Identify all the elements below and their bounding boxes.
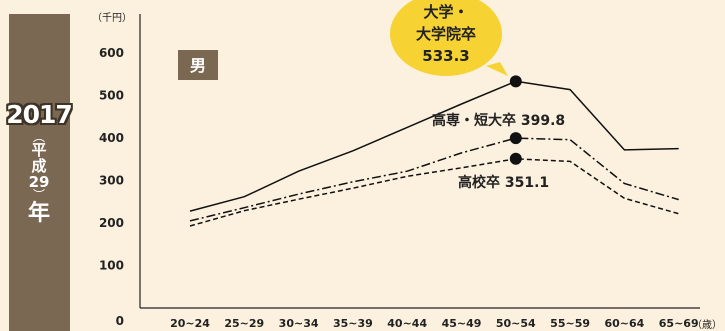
series-lines <box>189 80 679 227</box>
series-line-univ <box>189 80 679 212</box>
year-number: 2017 <box>6 100 73 129</box>
x-unit-label: （歳） <box>692 319 722 331</box>
era-label: ︵ 平 成 29 ︶ <box>28 130 50 202</box>
x-tick-label: 30~34 <box>279 317 319 330</box>
x-tick-label: 25~29 <box>224 317 264 330</box>
x-tick-label: 40~44 <box>387 317 427 330</box>
series-markers <box>509 75 522 165</box>
chart-axes <box>139 14 700 309</box>
x-tick-labels: 20~24 25~29 30~34 35~39 40~44 45~49 50~54 55~59… <box>170 317 699 330</box>
y-unit-label: （千円） <box>92 12 132 24</box>
junior-college-label: 高専・短大卒 399.8 <box>432 112 565 129</box>
univ-callout: 大学・ 大学院卒 533.3 <box>390 0 508 76</box>
x-tick-label: 45~49 <box>442 317 482 330</box>
y-tick-label: 500 <box>99 89 124 103</box>
year-sidebar <box>9 14 70 331</box>
marker-high <box>509 152 522 165</box>
callout-line1: 大学・ <box>423 3 468 21</box>
y-tick-label: 600 <box>99 46 124 60</box>
gender-badge-label: 男 <box>190 56 206 75</box>
high-school-label: 高校卒 351.1 <box>458 174 549 191</box>
series-line-junior <box>189 137 679 222</box>
series-line-high <box>189 158 679 227</box>
y-tick-label: 300 <box>99 174 124 188</box>
x-tick-label: 55~59 <box>550 317 590 330</box>
marker-univ <box>509 75 522 88</box>
callout-pointer <box>486 62 508 76</box>
x-tick-label: 50~54 <box>496 317 536 330</box>
gender-badge <box>178 50 218 80</box>
callout-line2: 大学院卒 <box>416 25 476 43</box>
marker-junior <box>509 132 522 145</box>
y-tick-label: 0 <box>116 314 124 328</box>
x-tick-label: 35~39 <box>333 317 373 330</box>
x-tick-label: 60~64 <box>604 317 644 330</box>
x-tick-label: 65~69 <box>659 317 699 330</box>
y-tick-label: 200 <box>99 216 124 230</box>
year-suffix: 年 <box>27 201 50 226</box>
x-tick-label: 20~24 <box>170 317 210 330</box>
y-tick-label: 400 <box>99 131 124 145</box>
y-tick-label: 100 <box>99 259 124 273</box>
callout-bubble <box>390 0 502 76</box>
year-label: 2017 ︵ 平 成 29 ︶ 年 <box>0 100 78 226</box>
callout-value: 533.3 <box>422 47 469 65</box>
y-tick-labels: 0 100 200 300 400 500 600 <box>99 46 124 328</box>
